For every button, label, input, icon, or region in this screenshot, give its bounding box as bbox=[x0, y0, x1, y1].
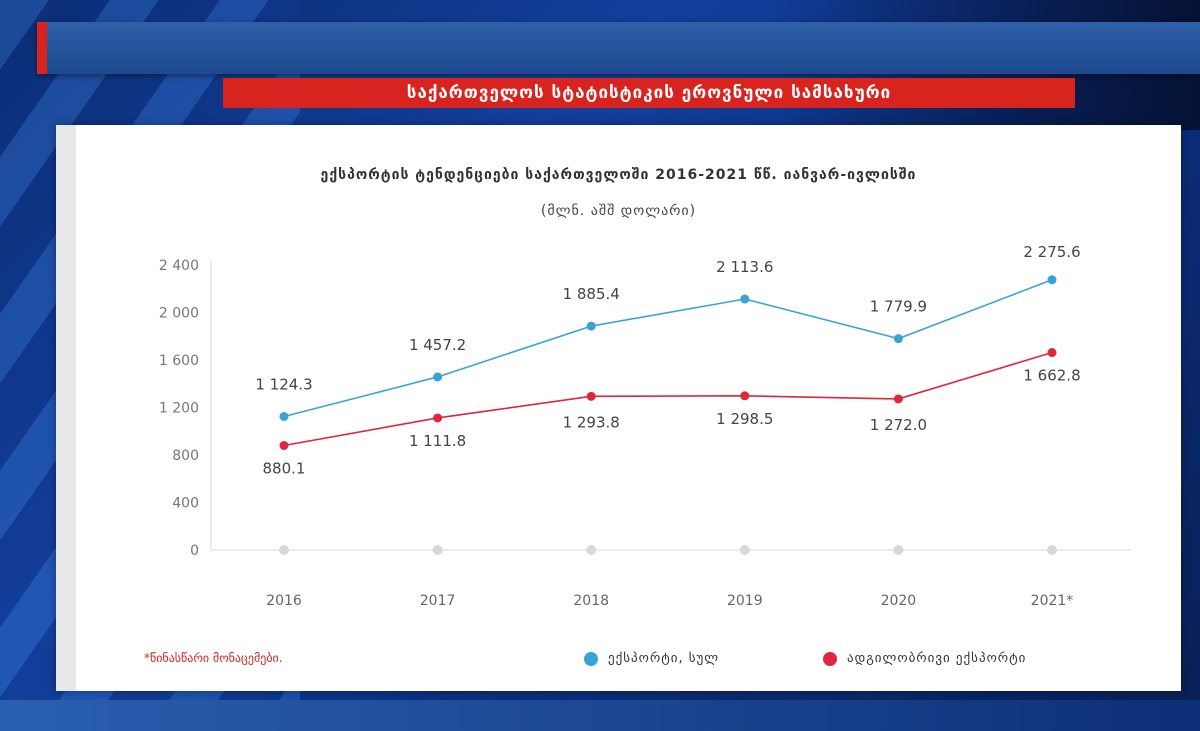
top-bar bbox=[37, 22, 1200, 74]
data-point-0 bbox=[740, 294, 750, 304]
data-label-0: 2 113.6 bbox=[716, 258, 773, 276]
x-tick-label: 2021* bbox=[1031, 593, 1074, 609]
x-tick-label: 2016 bbox=[266, 593, 302, 609]
data-label-1: 1 111.8 bbox=[409, 432, 466, 450]
legend-item-total-export: ექსპორტი, სულ bbox=[584, 651, 719, 666]
y-tick-label: 2 400 bbox=[159, 258, 199, 274]
legend-dot-total-export bbox=[584, 651, 598, 666]
y-tick-label: 2 000 bbox=[159, 306, 199, 322]
data-label-1: 880.1 bbox=[263, 459, 306, 477]
data-point-1 bbox=[586, 391, 596, 401]
data-label-0: 1 779.9 bbox=[870, 298, 927, 316]
chart-title: ექსპორტის ტენდენციები საქართველოში 2016-… bbox=[320, 167, 917, 183]
x-baseline-marker bbox=[1047, 545, 1057, 555]
data-point-1 bbox=[740, 391, 750, 401]
series-line-1 bbox=[283, 351, 1053, 447]
y-tick-label: 1 600 bbox=[159, 353, 199, 369]
x-baseline-marker bbox=[893, 545, 904, 555]
x-baseline-marker bbox=[432, 545, 443, 555]
data-point-0 bbox=[433, 372, 443, 382]
data-point-1 bbox=[1047, 348, 1057, 358]
x-tick-label: 2018 bbox=[573, 593, 609, 609]
data-label-1: 1 662.8 bbox=[1023, 367, 1080, 385]
y-tick-label: 800 bbox=[172, 448, 199, 464]
x-baseline-marker bbox=[586, 545, 597, 555]
data-point-0 bbox=[586, 321, 596, 331]
panel-edge bbox=[56, 125, 76, 691]
data-point-0 bbox=[279, 411, 289, 421]
footnote: *წინასწარი მონაცემები. bbox=[144, 651, 283, 665]
x-baseline-marker bbox=[279, 545, 289, 555]
y-tick-label: 1 200 bbox=[159, 401, 199, 417]
data-label-0: 1 124.3 bbox=[255, 375, 312, 393]
data-label-0: 1 885.4 bbox=[563, 285, 620, 303]
data-point-1 bbox=[433, 413, 443, 423]
data-label-1: 1 272.0 bbox=[870, 416, 927, 434]
data-point-0 bbox=[1047, 275, 1057, 285]
x-baseline-marker bbox=[739, 545, 750, 555]
legend-label-local-export: ადგილობრივი ექსპორტი bbox=[847, 651, 1027, 666]
x-tick-label: 2017 bbox=[420, 593, 456, 609]
data-label-0: 1 457.2 bbox=[409, 336, 466, 354]
data-label-1: 1 298.5 bbox=[716, 410, 773, 428]
data-point-1 bbox=[893, 394, 903, 404]
data-point-1 bbox=[279, 440, 289, 450]
legend-item-local-export: ადგილობრივი ექსპორტი bbox=[823, 651, 1026, 666]
series-line-0 bbox=[283, 279, 1053, 418]
legend-label-total-export: ექსპორტი, სულ bbox=[608, 651, 720, 666]
bottom-strip bbox=[0, 700, 1200, 731]
data-label-0: 2 275.6 bbox=[1023, 243, 1080, 261]
banner-title: საქართველოს სტატისტიკის ეროვნული სამსახუ… bbox=[223, 78, 1075, 108]
x-tick-label: 2019 bbox=[727, 593, 763, 609]
chart-subtitle: (მლნ. აშშ დოლარი) bbox=[540, 203, 697, 219]
chart-panel: 0 400 800 1 200 1 600 2 000 2 400 2016 2017 2018 2… bbox=[56, 125, 1181, 691]
line-chart: 0 400 800 1 200 1 600 2 000 2 400 2016 2017 2018 2… bbox=[159, 243, 1131, 609]
legend-dot-local-export bbox=[823, 651, 837, 666]
y-tick-label: 400 bbox=[172, 496, 199, 512]
y-tick-label: 0 bbox=[190, 543, 199, 559]
x-tick-label: 2020 bbox=[881, 593, 917, 609]
data-label-1: 1 293.8 bbox=[563, 413, 620, 431]
data-point-0 bbox=[893, 334, 903, 344]
